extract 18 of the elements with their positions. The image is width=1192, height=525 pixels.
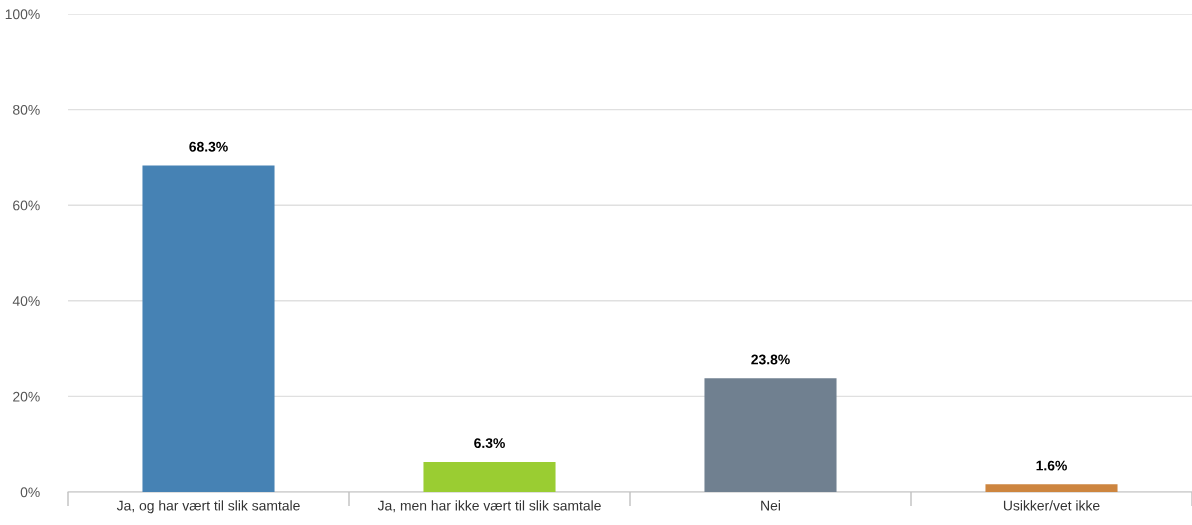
y-tick-label: 20%: [13, 391, 40, 402]
data-label: 23.8%: [751, 354, 790, 365]
y-tick-label: 80%: [13, 104, 40, 115]
bar: [142, 165, 275, 492]
x-tick-label: Ja, og har vært til slik samtale: [116, 500, 300, 514]
x-tick-label: Usikker/vet ikke: [1003, 500, 1100, 511]
y-tick-label: 0%: [20, 487, 40, 498]
data-label: 68.3%: [189, 141, 228, 152]
bar: [704, 378, 837, 492]
y-tick-label: 100%: [5, 9, 40, 20]
data-label: 6.3%: [474, 438, 505, 449]
x-tick-label: Nei: [761, 500, 780, 511]
y-tick-label: 40%: [12, 296, 40, 306]
y-tick-label: 60%: [13, 200, 40, 211]
data-label: 1.6%: [1036, 460, 1067, 471]
x-tick-label: Ja, men har ikke vært til slik samtale: [377, 500, 601, 513]
bar: [985, 484, 1118, 492]
bar: [423, 461, 556, 492]
